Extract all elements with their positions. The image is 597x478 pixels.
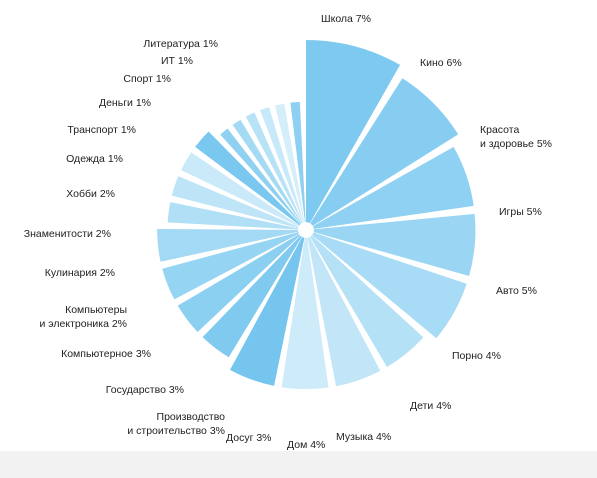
slice-label-line: Государство 3%: [106, 384, 184, 396]
pie-slice-7: [307, 237, 381, 387]
pie-slice-22: [275, 103, 305, 223]
pie-slice-14: [167, 202, 299, 230]
pie-slice-9: [229, 237, 305, 386]
slice-label-6: Порно 4%: [452, 350, 501, 362]
slice-label-14: Компьютеры и электроника 2%: [40, 304, 128, 330]
slice-label-22: ИТ 1%: [161, 55, 193, 67]
slice-label-3: Красота и здоровье 5%: [480, 124, 552, 150]
slice-label-5: Авто 5%: [496, 285, 537, 297]
slice-label-4: Игры 5%: [499, 206, 542, 218]
slice-label-17: Хобби 2%: [66, 188, 115, 200]
slice-label-23: Литература 1%: [143, 38, 218, 50]
slice-label-line: и электроника 2%: [40, 318, 128, 330]
slice-label-11: Производство и строительство 3%: [127, 411, 225, 437]
slice-label-20: Деньги 1%: [99, 97, 151, 109]
slice-label-line: Литература 1%: [143, 38, 218, 50]
pie-slice-10: [202, 235, 302, 358]
slice-label-15: Кулинария 2%: [45, 267, 115, 279]
slice-label-9: Дом 4%: [287, 439, 325, 451]
pie-slice-19: [232, 119, 302, 224]
slice-label-line: Одежда 1%: [66, 153, 123, 165]
slice-label-line: Порно 4%: [452, 350, 501, 362]
pie-slice-17: [195, 131, 301, 226]
pie-slice-11: [177, 234, 301, 333]
pie-slice-4: [313, 213, 476, 276]
pie-slice-15: [171, 176, 299, 229]
slice-label-line: Школа 7%: [321, 13, 371, 25]
pie-slice-5: [312, 232, 467, 339]
slice-label-line: Производство: [157, 411, 226, 423]
pie-slice-20: [245, 112, 303, 223]
slice-label-line: и здоровье 5%: [480, 138, 552, 150]
slice-label-line: Транспорт 1%: [67, 124, 136, 136]
slice-label-13: Компьютерное 3%: [61, 348, 151, 360]
pie-slice-1: [306, 40, 401, 224]
slice-label-19: Транспорт 1%: [67, 124, 136, 136]
slice-label-8: Музыка 4%: [336, 431, 391, 443]
slice-label-18: Одежда 1%: [66, 153, 123, 165]
slice-label-line: Красота: [480, 124, 519, 136]
slice-label-7: Дети 4%: [410, 400, 451, 412]
slice-label-line: Досуг 3%: [226, 432, 272, 444]
slice-label-12: Государство 3%: [106, 384, 184, 396]
pie-slice-8: [281, 237, 329, 390]
slice-label-line: Кино 6%: [420, 57, 462, 69]
slice-label-1: Школа 7%: [321, 13, 371, 25]
pie-slice-21: [260, 107, 304, 223]
slice-label-10: Досуг 3%: [226, 432, 272, 444]
slice-label-line: Хобби 2%: [66, 188, 115, 200]
pie-slice-18: [220, 128, 302, 225]
slice-label-line: и строительство 3%: [127, 425, 225, 437]
slice-label-line: Дети 4%: [410, 400, 451, 412]
pie-slice-2: [310, 78, 459, 226]
slice-label-line: Игры 5%: [499, 206, 542, 218]
pie-slice-16: [181, 152, 300, 227]
pie-slice-12: [162, 232, 299, 300]
slice-label-line: Музыка 4%: [336, 431, 391, 443]
slice-label-line: Дом 4%: [287, 439, 325, 451]
slice-label-16: Знаменитости 2%: [24, 228, 111, 240]
pie-slice-3: [312, 146, 474, 229]
pie-slice-23: [290, 101, 306, 223]
slice-label-21: Спорт 1%: [123, 73, 171, 85]
pie-slice-6: [310, 235, 424, 367]
pie-slice-13: [157, 228, 299, 262]
footer-band: [0, 451, 597, 478]
slice-label-2: Кино 6%: [420, 57, 462, 69]
slice-label-line: Компьютеры: [65, 304, 127, 316]
slice-label-line: Спорт 1%: [123, 73, 171, 85]
slice-label-line: Деньги 1%: [99, 97, 151, 109]
slice-label-line: Компьютерное 3%: [61, 348, 151, 360]
slice-label-line: ИТ 1%: [161, 55, 193, 67]
slice-label-line: Кулинария 2%: [45, 267, 115, 279]
slice-label-line: Авто 5%: [496, 285, 537, 297]
slice-label-line: Знаменитости 2%: [24, 228, 111, 240]
